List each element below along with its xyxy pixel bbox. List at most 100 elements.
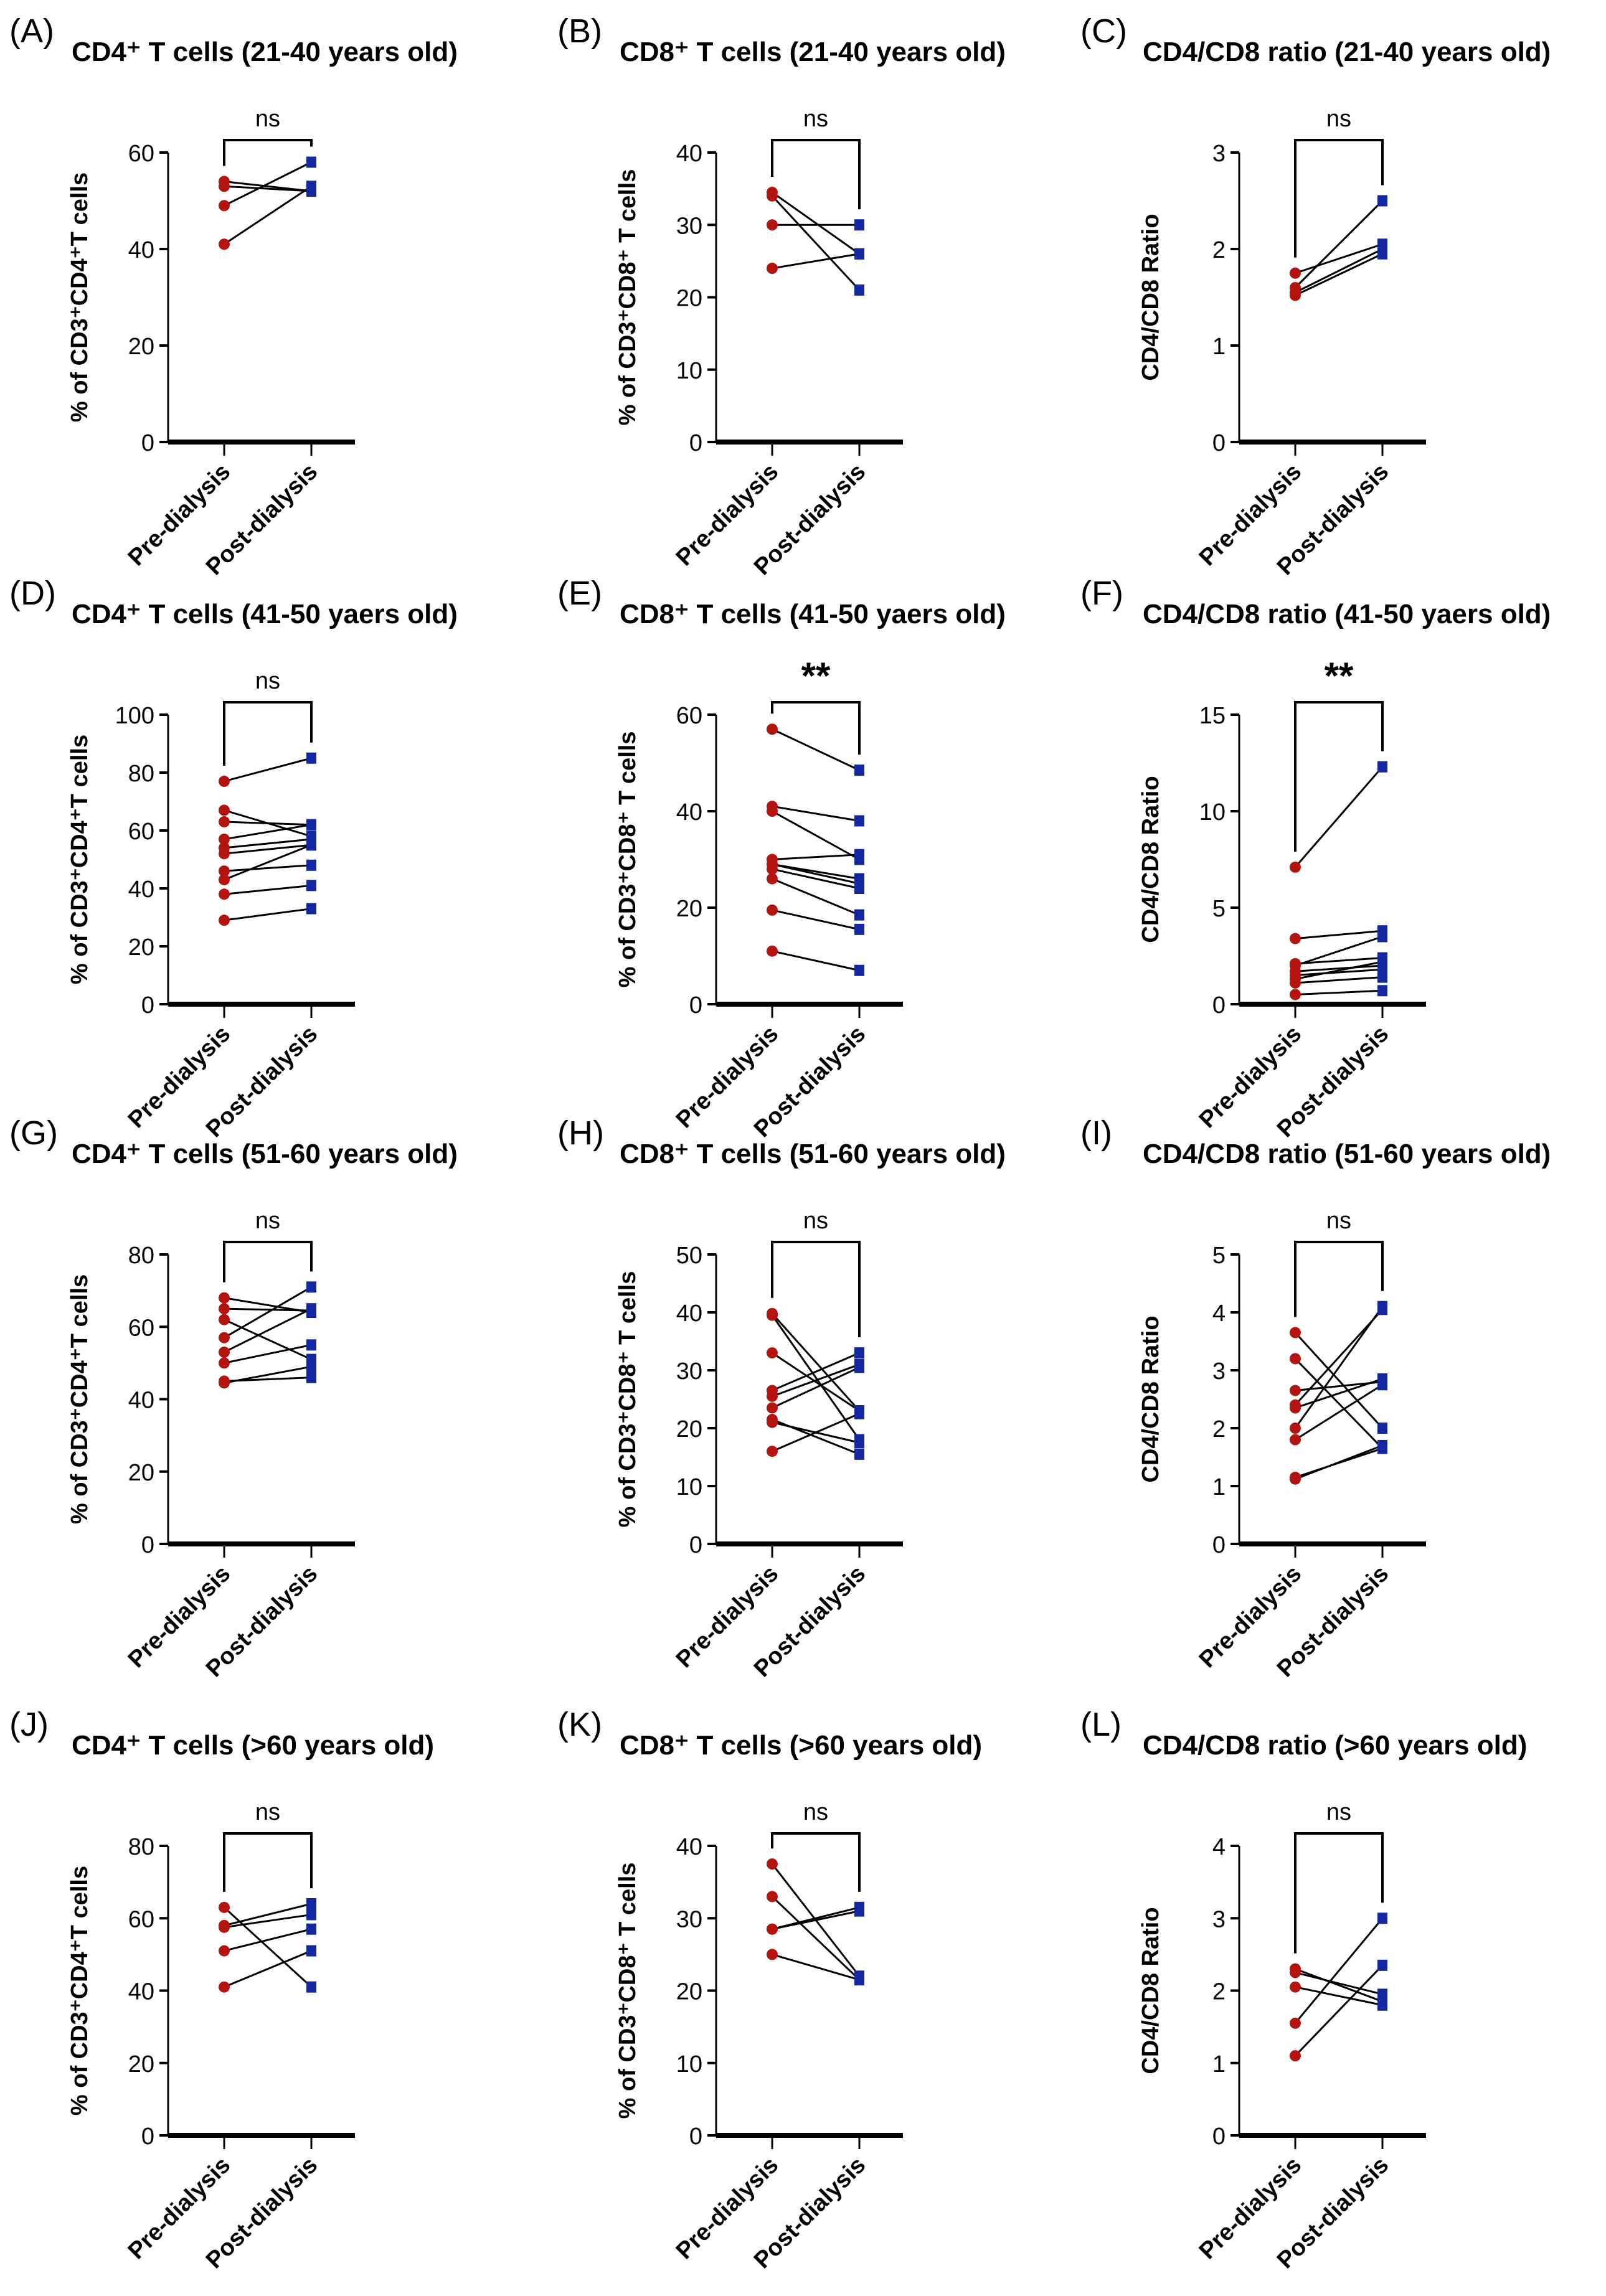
panel-k: (K) CD8⁺ T cells (>60 years old) 0 10 20 30 40… (557, 1706, 982, 2274)
pre-dialysis-point (219, 804, 230, 816)
post-dialysis-point (306, 1361, 316, 1373)
pre-dialysis-point (219, 1292, 230, 1304)
pre-dialysis-point (767, 1309, 778, 1321)
post-dialysis-point (306, 1923, 316, 1935)
post-dialysis-point (1377, 1301, 1387, 1312)
pair-line (224, 844, 312, 855)
pre-dialysis-point (767, 1446, 778, 1457)
pre-dialysis-point (767, 806, 778, 817)
y-tick-label: 60 (128, 819, 154, 845)
y-tick-label: 40 (676, 1301, 702, 1327)
y-axis-label: % of CD3⁺CD8⁺ T cells (615, 732, 641, 988)
significance-bracket (771, 139, 861, 210)
pre-dialysis-point (1290, 1434, 1301, 1446)
pair-line (224, 821, 312, 826)
pair-line (772, 191, 860, 255)
post-dialysis-point (854, 248, 864, 260)
panel-title: CD4⁺ T cells (51-60 years old) (72, 1139, 458, 1169)
y-tick-label: 60 (128, 141, 154, 167)
post-dialysis-point (306, 181, 316, 192)
pre-dialysis-point (767, 904, 778, 916)
y-tick-label: 1 (1212, 2051, 1226, 2077)
y-tick-label: 80 (128, 1834, 154, 1860)
pair-line (224, 844, 312, 881)
post-dialysis-point (306, 1281, 316, 1293)
y-tick-label: 10 (1199, 799, 1226, 826)
post-dialysis-point (306, 1898, 316, 1909)
post-dialysis-point (306, 1981, 316, 1993)
pair-line (224, 1307, 312, 1353)
significance-label: ns (803, 106, 828, 132)
pre-dialysis-point (767, 1347, 778, 1359)
pair-line (1295, 1444, 1383, 1480)
y-tick-label: 10 (676, 2051, 702, 2077)
pre-dialysis-point (1290, 1423, 1301, 1434)
post-dialysis-point (1377, 195, 1387, 207)
pair-line (1294, 1964, 1384, 2057)
panel-c: (C) CD4/CD8 ratio (21-40 years old) 0 1 2 3 CD… (1080, 12, 1551, 580)
significance-bracket (771, 1832, 861, 1892)
pre-dialysis-point (767, 219, 778, 231)
significance-label: ns (255, 1208, 280, 1234)
panel-title: CD4⁺ T cells (>60 years old) (72, 1730, 434, 1761)
panel-b: (B) CD8⁺ T cells (21-40 years old) 0 10 20 30… (557, 12, 1006, 580)
post-dialysis-point (1377, 1913, 1387, 1924)
y-tick-label: 0 (141, 1532, 154, 1558)
y-tick-label: 5 (1212, 1243, 1226, 1269)
panel-label: (L) (1080, 1706, 1122, 1743)
post-dialysis-point (1377, 248, 1387, 260)
post-dialysis-point (306, 752, 316, 764)
y-tick-label: 0 (1212, 430, 1226, 456)
y-tick-label: 40 (128, 237, 154, 263)
significance-label: ** (801, 655, 831, 697)
significance-bracket (223, 701, 313, 766)
y-tick-label: 1 (1212, 1474, 1226, 1500)
y-tick-label: 1 (1212, 334, 1226, 360)
pair-line (224, 838, 312, 849)
panel-l: (L) CD4/CD8 ratio (>60 years old) 0 1 2 3 4 CD4… (1080, 1706, 1527, 2274)
pair-line (772, 950, 860, 972)
post-dialysis-point (854, 219, 864, 231)
pair-line (1295, 243, 1383, 275)
y-tick-label: 2 (1212, 237, 1226, 263)
pair-line (1295, 1986, 1383, 2007)
significance-label: ns (803, 1799, 828, 1825)
y-tick-label: 3 (1212, 141, 1226, 167)
pre-dialysis-point (219, 1901, 230, 1913)
pair-line (224, 757, 312, 783)
pre-dialysis-point (767, 1390, 778, 1402)
post-dialysis-point (1377, 1439, 1387, 1451)
pair-line (771, 1896, 861, 1981)
pair-line (772, 805, 860, 822)
panel-label: (K) (557, 1706, 602, 1743)
y-tick-label: 40 (676, 1834, 702, 1860)
panel-label: (D) (9, 575, 56, 612)
pre-dialysis-point (767, 263, 778, 274)
panel-label: (J) (9, 1706, 49, 1743)
pre-dialysis-point (1290, 2017, 1301, 2029)
pair-line (1294, 1332, 1384, 1429)
y-tick-label: 30 (676, 1358, 702, 1385)
pair-line (772, 1352, 860, 1412)
y-tick-label: 40 (128, 1388, 154, 1414)
pre-dialysis-point (1290, 1327, 1301, 1339)
significance-label: ns (255, 1799, 280, 1825)
panel-label: (B) (557, 12, 602, 50)
panel-title: CD4/CD8 ratio (21-40 years old) (1143, 37, 1551, 67)
panel-d: (D) CD4⁺ T cells (41-50 yaers old) 0 20 40 60… (9, 575, 458, 1142)
pre-dialysis-point (219, 874, 230, 886)
y-tick-label: 5 (1212, 896, 1226, 922)
pair-line (772, 1363, 860, 1398)
y-tick-label: 0 (689, 430, 702, 456)
pair-line (1295, 957, 1383, 965)
post-dialysis-point (306, 819, 316, 830)
post-dialysis-point (306, 859, 316, 871)
pair-line (772, 863, 860, 885)
pre-dialysis-point (219, 1981, 230, 1993)
y-axis-label: CD4/CD8 Ratio (1138, 776, 1164, 943)
pair-line (772, 810, 860, 860)
y-tick-label: 20 (128, 934, 154, 961)
post-dialysis-point (854, 1347, 864, 1359)
